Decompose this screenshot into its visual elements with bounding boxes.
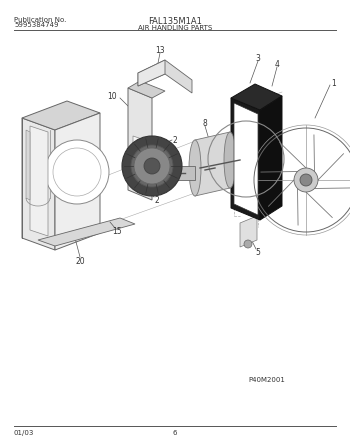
Text: 01/03: 01/03 <box>14 430 34 436</box>
Text: 4: 4 <box>274 60 279 69</box>
Text: 6: 6 <box>173 430 177 436</box>
Text: 8: 8 <box>203 119 207 128</box>
Circle shape <box>122 136 182 196</box>
Text: 3: 3 <box>256 53 260 63</box>
Text: 5995384749: 5995384749 <box>14 22 58 28</box>
Polygon shape <box>30 126 48 236</box>
Text: 13: 13 <box>155 46 165 55</box>
Circle shape <box>300 174 312 186</box>
Ellipse shape <box>224 132 236 188</box>
Text: 12: 12 <box>143 186 153 195</box>
Polygon shape <box>22 118 55 250</box>
Text: 20: 20 <box>75 257 85 266</box>
Polygon shape <box>231 98 260 220</box>
Text: Publication No.: Publication No. <box>14 17 66 23</box>
Polygon shape <box>195 132 230 196</box>
Text: 10: 10 <box>107 91 117 100</box>
Polygon shape <box>128 88 152 200</box>
Polygon shape <box>55 113 100 250</box>
Circle shape <box>244 240 252 248</box>
Polygon shape <box>234 103 258 215</box>
Circle shape <box>134 148 170 184</box>
Text: AIR HANDLING PARTS: AIR HANDLING PARTS <box>138 25 212 31</box>
Text: P40M2001: P40M2001 <box>248 377 285 383</box>
Polygon shape <box>138 60 192 93</box>
Polygon shape <box>38 218 135 246</box>
Circle shape <box>131 145 173 187</box>
Text: 2: 2 <box>173 135 177 145</box>
Text: 15: 15 <box>112 227 122 236</box>
Polygon shape <box>240 216 257 247</box>
Text: FAL135M1A1: FAL135M1A1 <box>148 17 202 26</box>
Circle shape <box>144 158 160 174</box>
Polygon shape <box>128 81 165 98</box>
Polygon shape <box>26 130 30 200</box>
Polygon shape <box>133 136 145 156</box>
Text: 1: 1 <box>332 78 336 87</box>
Polygon shape <box>175 166 195 180</box>
Text: 11: 11 <box>125 147 135 156</box>
Polygon shape <box>138 60 165 86</box>
Text: 5: 5 <box>256 247 260 257</box>
Polygon shape <box>231 84 282 110</box>
Text: 2: 2 <box>155 195 159 204</box>
Polygon shape <box>162 143 168 150</box>
Polygon shape <box>260 96 282 220</box>
Polygon shape <box>22 101 100 130</box>
Circle shape <box>45 140 109 204</box>
Circle shape <box>294 168 318 192</box>
Ellipse shape <box>189 140 201 196</box>
